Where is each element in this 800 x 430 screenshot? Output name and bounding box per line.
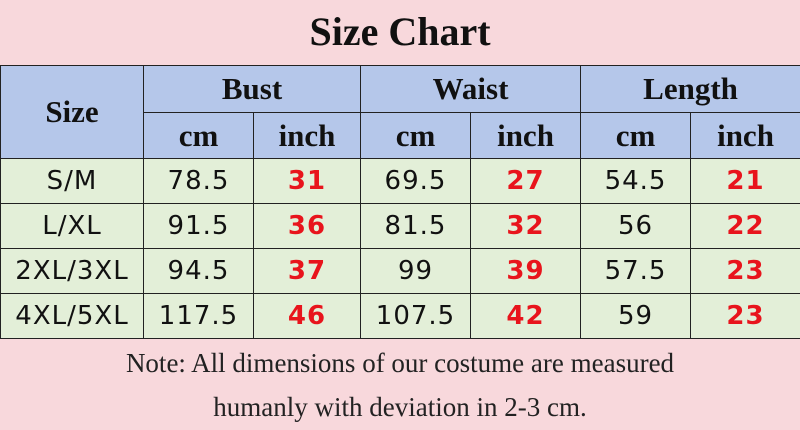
inch-value: 21: [690, 158, 800, 204]
size-label: L/XL: [0, 203, 144, 249]
note-line: Note: All dimensions of our costume are …: [125, 348, 675, 378]
cm-value: 94.5: [143, 248, 254, 294]
size-row: S/M 78.5 31 69.5 27 54.5 21: [0, 158, 800, 204]
cm-value: 69.5: [360, 158, 471, 204]
group-header: Bust: [143, 65, 361, 113]
unit-header: inch: [469, 112, 582, 159]
cm-value: 56: [580, 203, 692, 249]
unit-header: cm: [143, 112, 254, 159]
size-row: 4XL/5XL 117.5 46 107.5 42 59 23: [0, 293, 800, 339]
inch-value: 37: [253, 248, 361, 294]
cm-value: 59: [580, 293, 692, 339]
inch-value: 31: [253, 158, 361, 204]
inch-value: 39: [469, 248, 582, 294]
cm-value: 81.5: [360, 203, 471, 249]
inch-value: 46: [253, 293, 361, 339]
size-label: 2XL/3XL: [0, 248, 144, 294]
unit-header: inch: [690, 112, 800, 159]
inch-value: 36: [253, 203, 361, 249]
table-body: S/M 78.5 31 69.5 27 54.5 21 L/XL 91.5 36 81.5 32 56 2…: [0, 158, 800, 339]
cm-value: 107.5: [360, 293, 471, 339]
size-label: S/M: [0, 158, 144, 204]
cm-value: 78.5: [143, 158, 254, 204]
size-header: Size: [0, 65, 144, 159]
title: Size Chart: [309, 9, 491, 54]
cm-value: 57.5: [580, 248, 692, 294]
inch-value: 27: [469, 158, 582, 204]
header-row: Size Bust Waist Length: [0, 65, 800, 159]
unit-header: inch: [253, 112, 361, 159]
size-row: L/XL 91.5 36 81.5 32 56 22: [0, 203, 800, 249]
inch-value: 42: [469, 293, 582, 339]
inch-value: 23: [690, 293, 800, 339]
cm-value: 54.5: [580, 158, 692, 204]
size-row: 2XL/3XL 94.5 37 99 39 57.5 23: [0, 248, 800, 294]
unit-header: cm: [580, 112, 692, 159]
group-header: Waist: [359, 65, 582, 113]
cm-value: 117.5: [143, 293, 254, 339]
unit-row: cm inch cm inch cm inch: [1, 112, 800, 159]
inch-value: 32: [469, 203, 582, 249]
size-label: 4XL/5XL: [0, 293, 144, 339]
note-line: humanly with deviation in 2-3 cm.: [213, 392, 587, 422]
inch-value: 22: [690, 203, 800, 249]
unit-header: cm: [360, 112, 471, 159]
size-table: Size Bust Waist Length cm inch cm inch c…: [0, 65, 800, 339]
table-head: Size Bust Waist Length cm inch cm inch c…: [0, 65, 800, 159]
group-header: Length: [580, 65, 800, 113]
inch-value: 23: [690, 248, 800, 294]
cm-value: 91.5: [143, 203, 254, 249]
cm-value: 99: [360, 248, 471, 294]
